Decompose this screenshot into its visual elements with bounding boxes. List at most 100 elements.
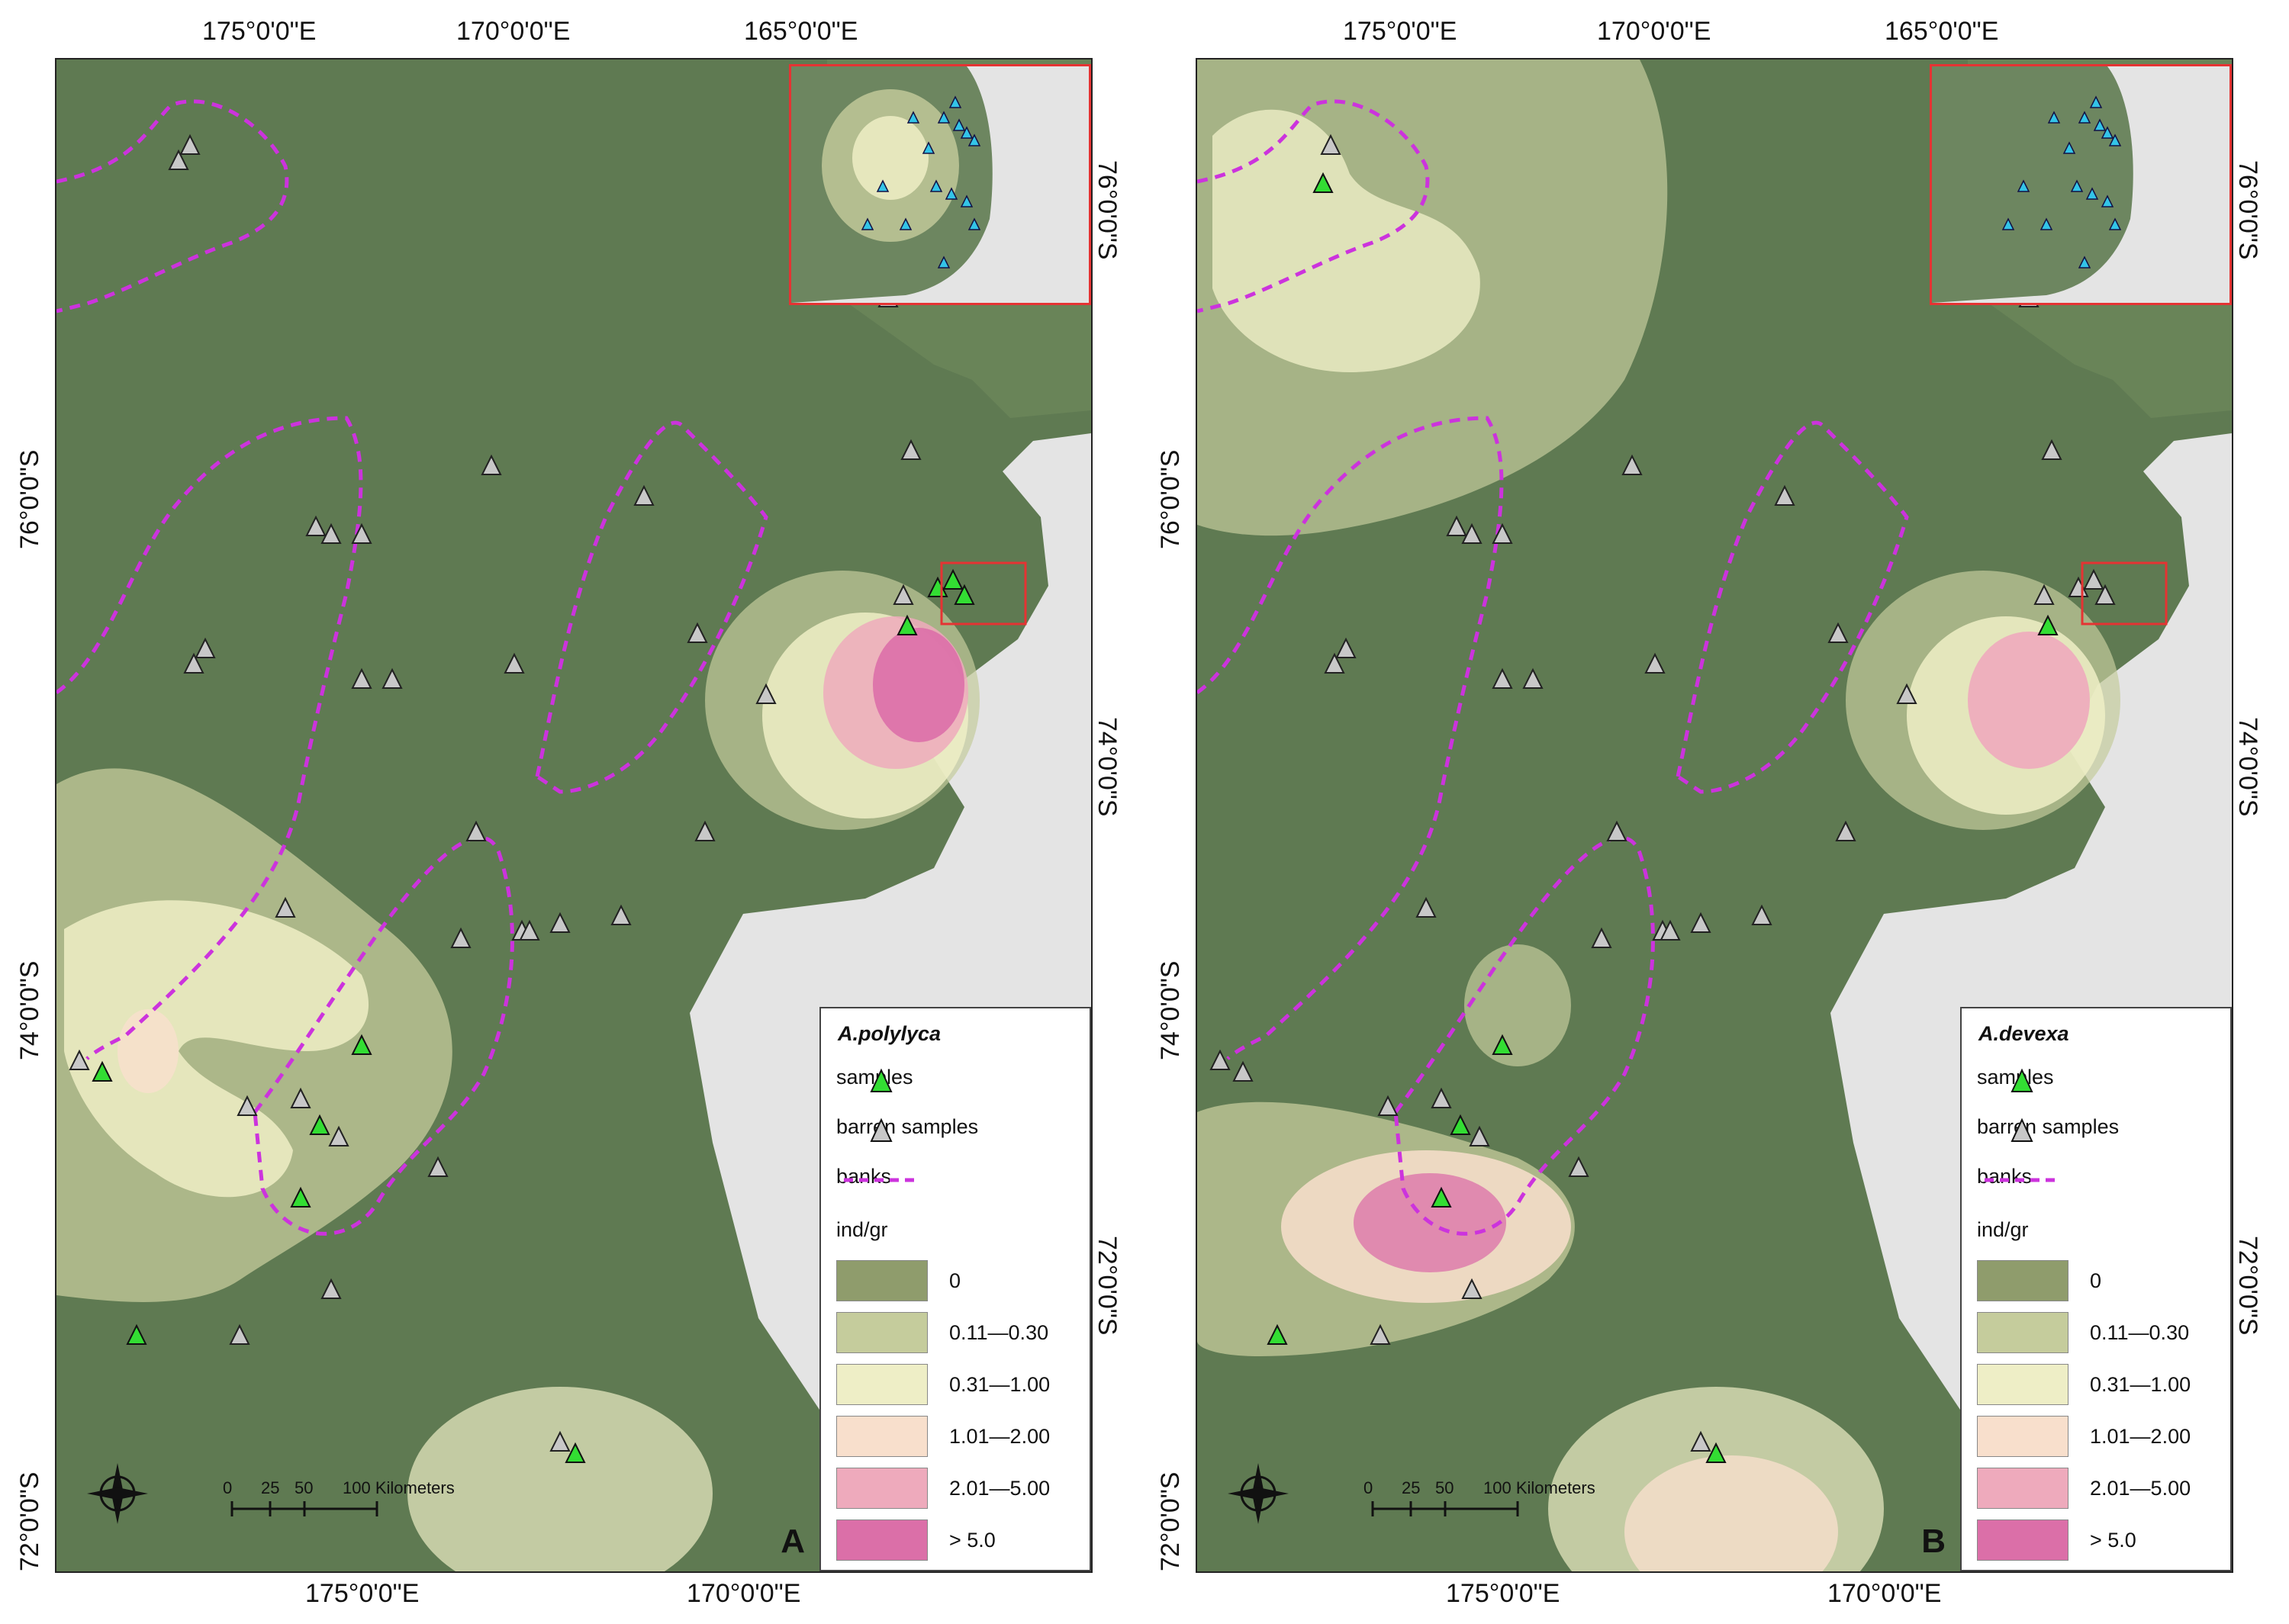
legend-barren-label: barren samples [836, 1115, 979, 1138]
legend-class-0: 0 [836, 1260, 961, 1301]
barren-sample [1492, 667, 1513, 689]
bank-1 [1197, 99, 1430, 314]
sample-points-a [92, 568, 975, 1463]
barren-sample [275, 896, 296, 918]
right-tick-1: 76°0'0"S [2233, 160, 2262, 260]
barren-sample [1446, 515, 1467, 536]
bottom-tick-1: 175°0'0"E [1446, 1579, 1560, 1608]
barren-sample [755, 683, 777, 704]
left-tick-1: 76°0'0"S [1156, 449, 1185, 549]
barren-sample [179, 133, 201, 155]
north-arrow-icon [1228, 1463, 1289, 1524]
scalebar [230, 1501, 378, 1516]
barren-sample [1751, 904, 1772, 925]
legend-samples: samples [1977, 1066, 2054, 1092]
barren-sample [237, 1095, 258, 1116]
map-panel-b: 175°0'0"E 170°0'0"E 165°0'0"E 175°0'0"E … [1156, 0, 2285, 1624]
barren-sample [1370, 1323, 1391, 1345]
barren-sample [229, 1323, 250, 1345]
legend-barren: barren samples [836, 1115, 979, 1142]
positive-sample [126, 1323, 147, 1345]
barren-sample [1461, 1278, 1483, 1299]
legend-class-3: 1.01—2.00 [836, 1416, 1050, 1457]
barren-sample [1690, 1430, 1711, 1452]
barren-sample [1461, 523, 1483, 544]
barren-sample [427, 1156, 449, 1177]
barren-sample [1415, 896, 1437, 918]
barren-sample [549, 1430, 571, 1452]
positive-sample [309, 1114, 330, 1135]
barren-sample [1896, 683, 1917, 704]
zone-south [407, 1387, 713, 1571]
positive-sample [351, 1034, 372, 1055]
barren-sample [382, 667, 403, 689]
barren-sample [1774, 484, 1795, 506]
zone-east-high [1968, 632, 2090, 769]
barren-sample [1827, 622, 1849, 643]
barren-sample [2083, 568, 2104, 590]
top-tick-2: 170°0'0"E [456, 17, 571, 46]
banks-lines-b [1197, 99, 1909, 1236]
barren-sample [1232, 1060, 1254, 1082]
top-tick-3: 165°0'0"E [1885, 17, 1999, 46]
bank-1 [56, 99, 289, 314]
legend-barren: barren samples [1977, 1115, 2120, 1142]
legend-barren-label: barren samples [1977, 1115, 2120, 1138]
bottom-tick-2: 170°0'0"E [1827, 1579, 1942, 1608]
barren-sample [320, 523, 342, 544]
bank-2 [1197, 416, 1504, 1060]
barren-sample [450, 927, 472, 948]
density-zones-b [1197, 59, 2120, 1571]
legend-banks-label: banks [1977, 1165, 2033, 1188]
left-tick-2: 74°0'0"S [1156, 960, 1185, 1060]
barren-sample [1320, 133, 1341, 155]
barren-sample [1644, 652, 1666, 674]
top-tick-1: 175°0'0"E [1343, 17, 1457, 46]
barren-sample [1835, 820, 1856, 841]
scale-0: 0 [1363, 1478, 1373, 1497]
barren-sample [1377, 1095, 1399, 1116]
banks-lines-a [56, 99, 768, 1236]
barren-sample [351, 523, 372, 544]
barren-sample [1431, 1087, 1452, 1108]
scale-50: 50 [295, 1478, 314, 1497]
legend-unit: ind/gr [836, 1218, 888, 1241]
scale-0: 0 [223, 1478, 233, 1497]
barren-sample [1492, 523, 1513, 544]
positive-sample [1312, 172, 1334, 193]
legend-class-0: 0 [1977, 1260, 2101, 1301]
positive-sample [92, 1060, 113, 1082]
legend-banks: banks [1977, 1165, 2059, 1188]
barren-sample [610, 904, 632, 925]
legend-class-5: > 5.0 [1977, 1519, 2136, 1561]
right-tick-2: 74°0'0"S [2233, 717, 2262, 817]
barren-sample [1324, 652, 1345, 674]
barren-sample [481, 454, 502, 475]
inset-map [1930, 64, 2232, 305]
left-tick-2: 74°0'0"S [15, 960, 44, 1060]
barren-sample [69, 1049, 90, 1070]
legend-class-2: 0.31—1.00 [1977, 1364, 2191, 1405]
barren-sample [1335, 637, 1357, 658]
barren-points-a [69, 133, 922, 1452]
barren-sample [519, 919, 540, 941]
scale-100: 100 Kilometers [1483, 1478, 1595, 1497]
barren-sample [694, 820, 716, 841]
left-tick-3: 72°0'0"S [1156, 1471, 1185, 1571]
barren-sample [1621, 454, 1643, 475]
legend-samples: samples [836, 1066, 913, 1092]
barren-sample [290, 1087, 311, 1108]
scalebar [1371, 1501, 1519, 1516]
legend-title: A.polylyca [838, 1022, 942, 1045]
right-tick-3: 72°0'0"S [1093, 1236, 1122, 1336]
barren-sample [1660, 919, 1681, 941]
barren-sample [195, 637, 216, 658]
barren-sample [328, 1125, 349, 1146]
panel-letter: A [781, 1523, 805, 1560]
inset-location-box [940, 561, 1027, 625]
map-panel-a: 175°0'0"E 170°0'0"E 165°0'0"E 175°0'0"E … [15, 0, 1144, 1624]
legend-class-3: 1.01—2.00 [1977, 1416, 2191, 1457]
legend-class-2: 0.31—1.00 [836, 1364, 1050, 1405]
zone-east-peak [873, 628, 964, 742]
positive-sample [565, 1442, 586, 1463]
